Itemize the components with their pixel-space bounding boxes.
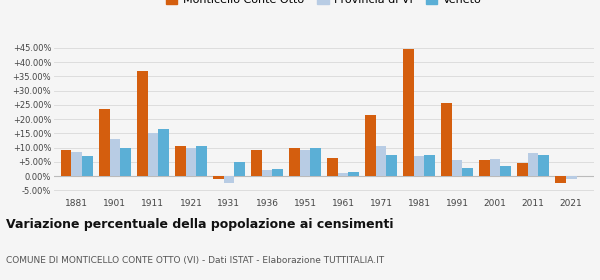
Bar <box>120 148 131 176</box>
Bar <box>463 167 473 176</box>
Bar <box>566 176 577 179</box>
Bar <box>555 176 566 183</box>
Bar <box>148 133 158 176</box>
Bar <box>500 166 511 176</box>
Bar <box>272 169 283 176</box>
Bar <box>224 176 234 183</box>
Bar <box>403 49 414 176</box>
Bar <box>538 155 549 176</box>
Bar <box>289 148 299 176</box>
Bar <box>185 148 196 176</box>
Bar <box>327 158 338 176</box>
Bar <box>213 176 224 179</box>
Bar <box>99 109 110 176</box>
Bar <box>234 162 245 176</box>
Bar <box>158 129 169 176</box>
Bar <box>386 155 397 176</box>
Bar <box>82 156 93 176</box>
Bar <box>349 172 359 176</box>
Bar <box>262 170 272 176</box>
Bar <box>528 153 538 176</box>
Bar <box>110 139 120 176</box>
Bar <box>338 173 349 176</box>
Bar <box>441 103 452 176</box>
Bar <box>414 156 424 176</box>
Bar <box>424 155 435 176</box>
Bar <box>376 146 386 176</box>
Bar <box>365 115 376 176</box>
Text: COMUNE DI MONTICELLO CONTE OTTO (VI) - Dati ISTAT - Elaborazione TUTTITALIA.IT: COMUNE DI MONTICELLO CONTE OTTO (VI) - D… <box>6 256 384 265</box>
Bar <box>196 146 207 176</box>
Bar <box>452 160 463 176</box>
Bar <box>517 163 528 176</box>
Bar <box>490 159 500 176</box>
Bar <box>310 148 321 176</box>
Bar <box>137 71 148 176</box>
Bar <box>299 150 310 176</box>
Legend: Monticello Conte Otto, Provincia di VI, Veneto: Monticello Conte Otto, Provincia di VI, … <box>163 0 485 8</box>
Bar <box>61 150 71 176</box>
Bar <box>71 152 82 176</box>
Text: Variazione percentuale della popolazione ai censimenti: Variazione percentuale della popolazione… <box>6 218 394 231</box>
Bar <box>479 160 490 176</box>
Bar <box>175 146 185 176</box>
Bar <box>251 150 262 176</box>
